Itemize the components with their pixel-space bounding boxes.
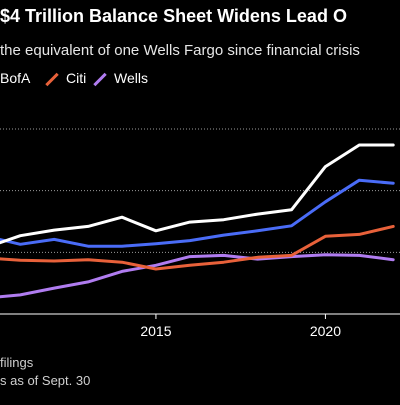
legend-label-wells: Wells [114, 70, 148, 86]
footnote: s as of Sept. 30 [0, 373, 91, 388]
series-line-citi [0, 224, 395, 271]
legend-label-citi: Citi [66, 70, 87, 86]
legend-item-bofa: BofA [0, 68, 30, 88]
series-line-bofa [0, 178, 395, 248]
legend: BofA Citi Wells [0, 68, 400, 88]
legend-item-citi: Citi [44, 68, 86, 88]
legend-label-bofa: BofA [0, 70, 31, 86]
series-line-jpmorgan [0, 143, 395, 245]
legend-item-wells: Wells [92, 68, 148, 88]
x-tick-label-0: 2015 [140, 323, 171, 339]
source-note: filings [0, 355, 34, 370]
x-tick-label-1: 2020 [310, 323, 341, 339]
chart-title: $4 Trillion Balance Sheet Widens Lead O [0, 6, 347, 26]
chart-subtitle: the equivalent of one Wells Fargo since … [0, 42, 360, 59]
series-line-wells [0, 253, 395, 299]
